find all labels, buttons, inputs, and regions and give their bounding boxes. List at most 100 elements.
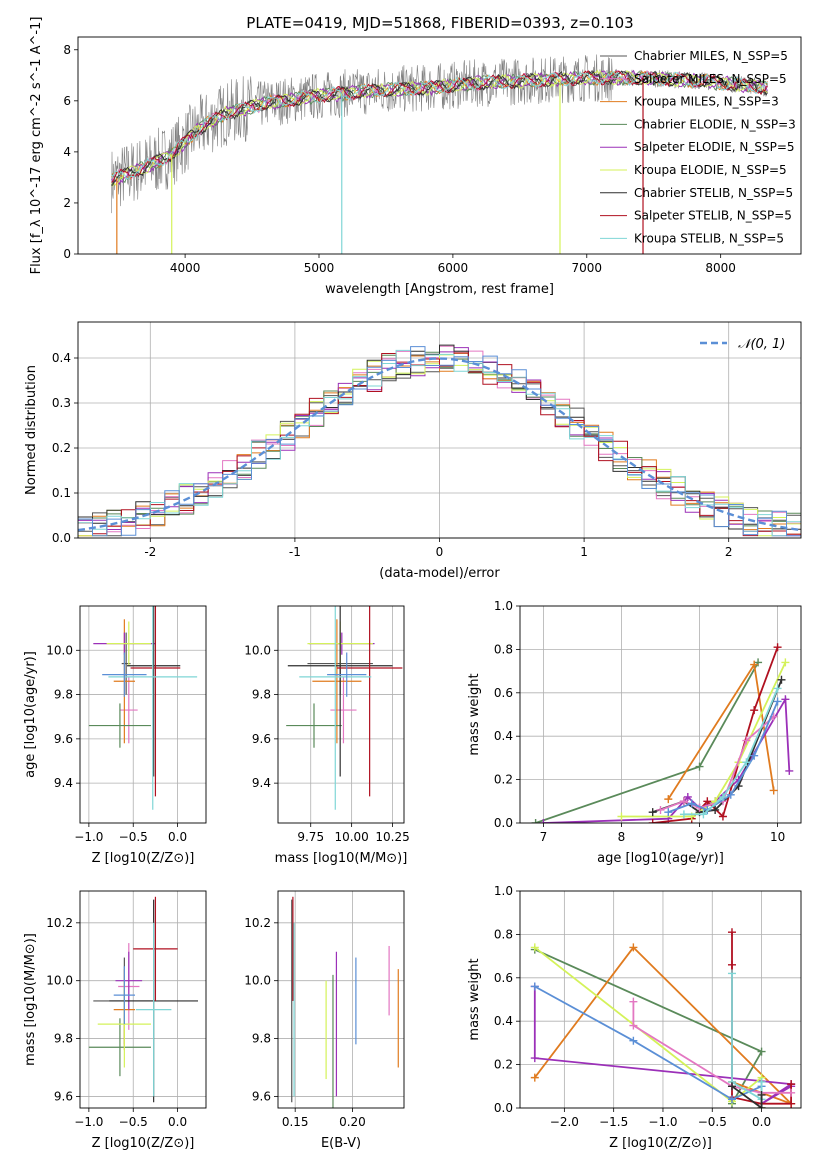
y-axis-label: mass [log10(M/M⊙)]: [23, 933, 38, 1066]
y-tick-label: 0.2: [52, 441, 71, 455]
weight-marker: [629, 943, 638, 952]
weight-marker: [531, 819, 540, 823]
x-tick-label: 7: [540, 830, 548, 844]
weight-marker: [769, 786, 778, 795]
spectrum-panel: 4000 5000 6000 7000 8000 0 2 4 6 8 wavelength [Ang…: [29, 17, 802, 297]
y-tick-label: 9.6: [252, 732, 271, 746]
weight-marker: [727, 1082, 736, 1091]
legend-label: Kroupa STELIB, N_SSP=5: [634, 231, 784, 245]
grid: [278, 891, 404, 1108]
y-tick-label: 10.0: [244, 643, 271, 657]
model-line-kroupa-miles: [111, 70, 768, 180]
y-tick-label: 0.6: [494, 971, 513, 985]
weight-marker: [750, 706, 759, 715]
x-tick-label: 7000: [572, 261, 603, 275]
plot-area: [88, 896, 199, 1103]
axes-frame: [519, 605, 802, 824]
y-tick-label: 0.8: [494, 642, 513, 656]
weight-line-chabrier-elodie: [534, 948, 763, 1105]
weight-marker: [629, 997, 638, 1006]
axes-frame: [79, 605, 207, 824]
weight-marker: [727, 969, 736, 978]
y-tick-label: 0.6: [494, 686, 513, 700]
y-tick-label: 0: [63, 247, 71, 261]
weight-marker: [629, 1036, 638, 1045]
legend-label: Chabrier STELIB, N_SSP=5: [634, 186, 793, 200]
x-axis-label: Z [log10(Z/Z⊙)]: [92, 1136, 195, 1151]
model-line-salpeter-stelib: [111, 69, 768, 183]
y-tick-label: 9.8: [54, 1032, 73, 1046]
model-line-kroupa-elodie: [111, 69, 768, 187]
weight-marker: [664, 795, 673, 804]
mass-vs-ebv-panel: 0.15 0.20 9.6 9.8 10.0 10.2 E(B-V): [244, 890, 405, 1151]
weight-line-gaussian: [667, 701, 779, 813]
x-tick-label: −0.5: [119, 1115, 148, 1129]
y-tick-label: 9.8: [54, 688, 73, 702]
x-tick-label: -2: [144, 545, 156, 559]
weight-marker: [711, 805, 720, 814]
x-tick-label: 9.75: [297, 830, 324, 844]
y-tick-label: 0.0: [494, 1101, 513, 1115]
x-axis-label: Z [log10(Z/Z⊙)]: [609, 1136, 712, 1151]
plot-area: [78, 344, 801, 538]
weight-marker: [648, 819, 657, 823]
grid: [520, 890, 801, 1109]
x-tick-label: 0.0: [168, 1115, 187, 1129]
y-tick-label: 1.0: [494, 599, 513, 613]
legend-label: Salpeter MILES, N_SSP=5: [634, 72, 787, 86]
y-tick-label: 10.2: [46, 916, 73, 930]
model-line-kroupa-stelib: [111, 70, 768, 181]
y-tick-label: 0.0: [52, 531, 71, 545]
y-tick-label: 9.6: [252, 1089, 271, 1103]
x-tick-label: 0.20: [339, 1115, 366, 1129]
y-axis-label: age [log10(age/yr)]: [23, 651, 38, 778]
weight-marker: [727, 960, 736, 969]
y-axis-label: mass weight: [467, 958, 482, 1040]
x-tick-label: −1.5: [599, 1115, 628, 1129]
y-tick-label: 0.2: [494, 773, 513, 787]
weight-marker: [656, 805, 665, 814]
legend-label: Salpeter STELIB, N_SSP=5: [634, 209, 792, 223]
weight-marker: [683, 792, 692, 801]
x-tick-label: 10.25: [375, 830, 409, 844]
plot-area: [291, 896, 399, 1108]
gaussian-curve: [78, 357, 801, 532]
x-tick-label: −1.0: [74, 830, 103, 844]
axes-frame: [79, 890, 207, 1109]
x-tick-label: 9: [696, 830, 704, 844]
weight-marker: [773, 697, 782, 706]
y-tick-label: 0.4: [494, 1014, 513, 1028]
plot-area: [88, 606, 198, 810]
weight-marker: [742, 736, 751, 745]
x-tick-label: 1: [580, 545, 588, 559]
legend-label: Chabrier ELODIE, N_SSP=3: [634, 117, 796, 131]
legend-label: Kroupa ELODIE, N_SSP=5: [634, 163, 787, 177]
y-tick-label: 9.8: [252, 688, 271, 702]
y-axis-label: Normed distribution: [24, 365, 39, 495]
weight-marker: [787, 1099, 796, 1108]
y-tick-label: 0.1: [52, 486, 71, 500]
axes-frame: [519, 890, 802, 1109]
weight-marker: [787, 1088, 796, 1097]
x-axis-label: wavelength [Angstrom, rest frame]: [325, 282, 554, 297]
age-vs-mass-panel: 9.75 10.00 10.25 9.4 9.6 9.8 10.0 mass [log10(M…: [244, 605, 410, 866]
weight-marker: [777, 675, 786, 684]
weight-line-kroupa-stelib: [731, 973, 763, 1101]
y-tick-label: 0.4: [52, 351, 71, 365]
model-line-chabrier-stelib: [111, 70, 768, 187]
y-axis-label: mass weight: [467, 673, 482, 755]
x-tick-label: 5000: [304, 261, 335, 275]
grid: [278, 606, 404, 823]
weight-marker: [727, 1095, 736, 1104]
y-tick-label: 0.8: [494, 927, 513, 941]
x-tick-label: 0.0: [168, 830, 187, 844]
y-tick-label: 10.0: [46, 974, 73, 988]
weight-marker: [757, 1077, 766, 1086]
y-tick-label: 9.8: [252, 1032, 271, 1046]
x-tick-label: −1.0: [74, 1115, 103, 1129]
weight-marker: [539, 819, 548, 823]
weight-marker: [530, 1054, 539, 1063]
weight-marker: [773, 684, 782, 693]
mass-weight-vs-age-panel: 7 8 9 10 0.0 0.2 0.4 0.6 0.8 1.0 age [log10(age/yr…: [467, 599, 802, 866]
y-tick-label: 10.0: [46, 643, 73, 657]
